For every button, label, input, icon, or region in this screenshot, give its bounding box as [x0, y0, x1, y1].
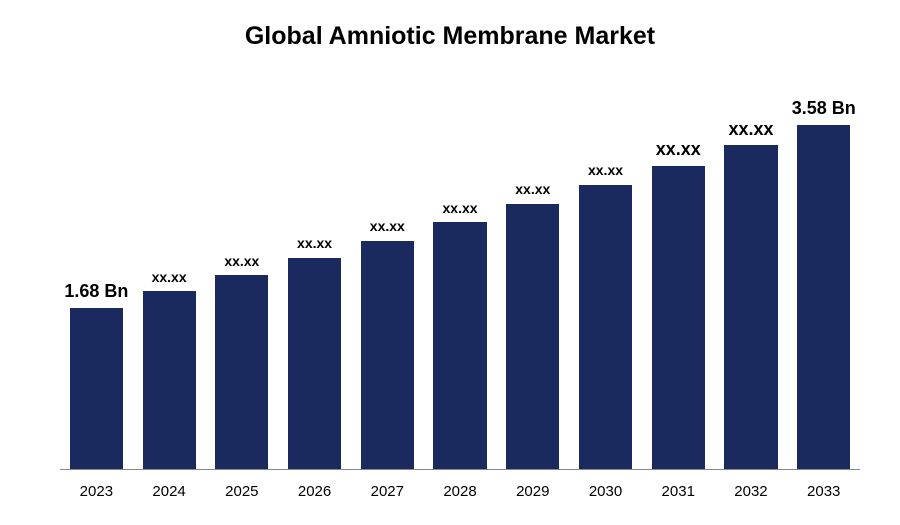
bar-value-label: xx.xx	[205, 253, 278, 271]
bar-group: xx.xx	[205, 85, 278, 469]
bar	[652, 166, 705, 469]
bar	[70, 308, 123, 469]
x-axis-label: 2031	[642, 483, 715, 500]
bar-value-label: xx.xx	[496, 181, 569, 199]
x-axis-label: 2024	[133, 483, 206, 500]
x-axis-labels: 2023202420252026202720282029203020312032…	[60, 483, 860, 500]
bar-group: 1.68 Bn	[60, 85, 133, 469]
x-axis-label: 2028	[424, 483, 497, 500]
bar-group: xx.xx	[496, 85, 569, 469]
bar-value-label: xx.xx	[424, 200, 497, 218]
bar-group: xx.xx	[715, 85, 788, 469]
bar	[361, 241, 414, 469]
x-axis-label: 2032	[715, 483, 788, 500]
bar	[724, 145, 777, 469]
bars-container: 1.68 Bnxx.xxxx.xxxx.xxxx.xxxx.xxxx.xxxx.…	[60, 85, 860, 470]
x-axis-label: 2023	[60, 483, 133, 500]
bar-value-label: xx.xx	[278, 235, 351, 253]
chart-plot-area: 1.68 Bnxx.xxxx.xxxx.xxxx.xxxx.xxxx.xxxx.…	[60, 85, 860, 470]
x-axis-label: 2025	[205, 483, 278, 500]
x-axis-label: 2030	[569, 483, 642, 500]
bar	[579, 185, 632, 469]
x-axis-label: 2027	[351, 483, 424, 500]
bar	[797, 125, 850, 469]
bar-value-label: xx.xx	[133, 269, 206, 287]
bar-group: xx.xx	[569, 85, 642, 469]
bar-group: xx.xx	[133, 85, 206, 469]
bar-group: xx.xx	[351, 85, 424, 469]
bar-value-label: 3.58 Bn	[787, 98, 860, 120]
x-axis-label: 2033	[787, 483, 860, 500]
chart-title: Global Amniotic Membrane Market	[0, 0, 900, 51]
bar-value-label: xx.xx	[569, 162, 642, 180]
bar-value-label: xx.xx	[351, 218, 424, 236]
bar-group: xx.xx	[424, 85, 497, 469]
bar	[143, 291, 196, 469]
bar-group: 3.58 Bn	[787, 85, 860, 469]
bar-group: xx.xx	[642, 85, 715, 469]
x-axis-label: 2029	[496, 483, 569, 500]
bar	[506, 204, 559, 469]
x-axis-label: 2026	[278, 483, 351, 500]
bar	[288, 258, 341, 469]
bar-value-label: 1.68 Bn	[60, 281, 133, 303]
bar-value-label: xx.xx	[715, 119, 788, 141]
bar	[433, 222, 486, 469]
bar	[215, 275, 268, 469]
bar-group: xx.xx	[278, 85, 351, 469]
bar-value-label: xx.xx	[642, 139, 715, 161]
